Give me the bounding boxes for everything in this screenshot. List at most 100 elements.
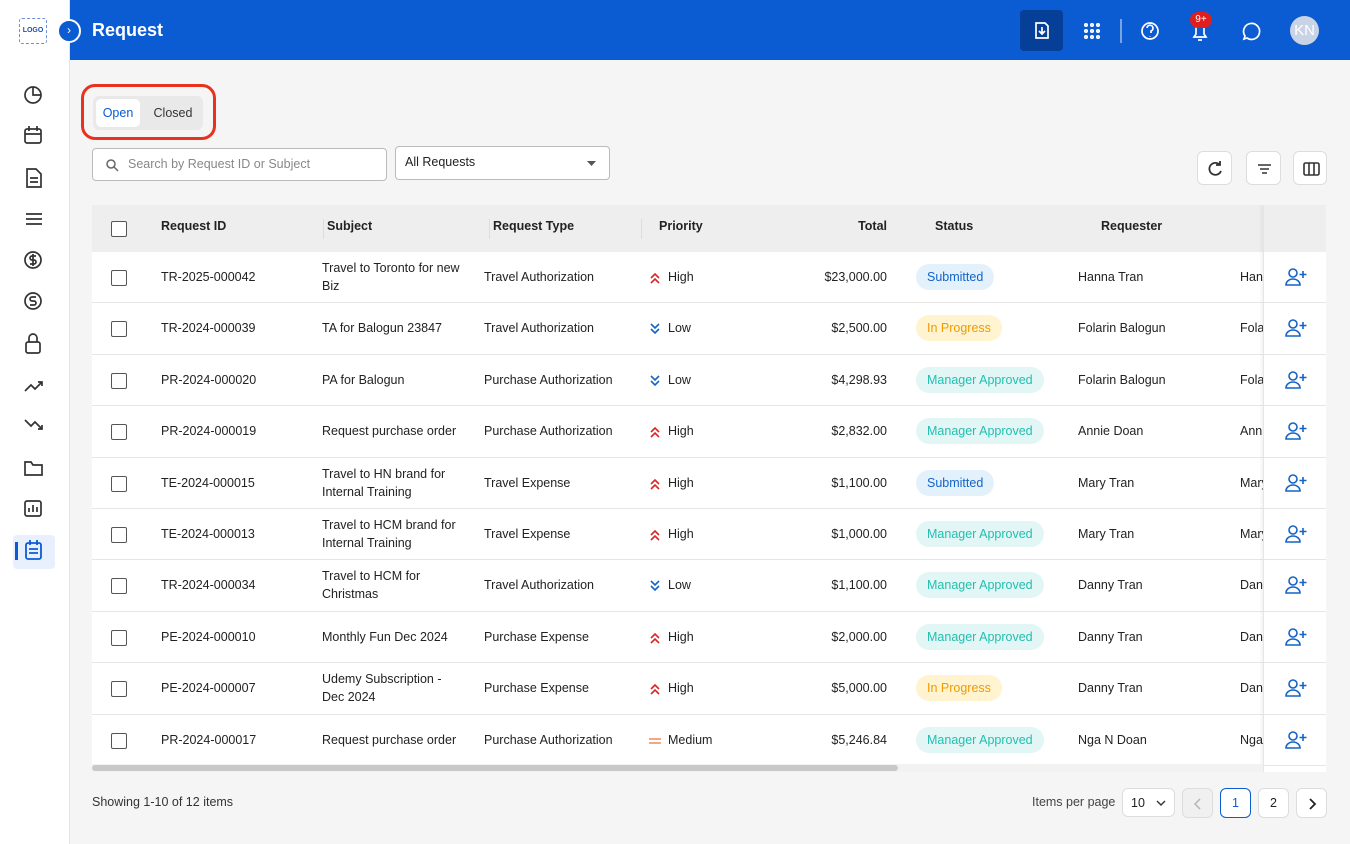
expand-button[interactable]: ›: [57, 19, 81, 43]
priority-icon: [648, 425, 662, 439]
table-cell: Travel Authorization: [484, 578, 595, 593]
table-cell: TE-2024-000015: [161, 475, 255, 490]
table-cell: Low: [668, 578, 691, 593]
checkbox[interactable]: [111, 221, 127, 237]
table-cell: $5,000.00: [831, 681, 887, 696]
table-cell: High: [668, 681, 694, 696]
submitter-cell: Fola: [1240, 372, 1265, 387]
table-cell: Purchase Authorization: [484, 732, 613, 747]
submitter-cell: Anni: [1240, 424, 1266, 439]
per-page-label: Items per page: [1032, 795, 1116, 809]
priority-icon: [648, 528, 662, 542]
table-cell: $5,246.84: [831, 732, 887, 747]
scrollbar-thumb[interactable]: [92, 765, 898, 771]
table-cell: Danny Tran: [1078, 629, 1143, 644]
tab-group: Open Closed: [93, 96, 203, 130]
action-header: [1264, 205, 1326, 252]
checkbox[interactable]: [111, 270, 127, 286]
dropdown-arrow: [587, 161, 596, 166]
assign-button[interactable]: [1284, 730, 1308, 750]
prev-page[interactable]: [1182, 788, 1213, 818]
tab[interactable]: Closed: [153, 106, 193, 120]
filter-value: All Requests: [405, 155, 476, 169]
per-page-select[interactable]: 10: [1122, 788, 1175, 817]
column-header: Request Type: [493, 219, 575, 233]
column-header: Status: [935, 219, 974, 233]
priority-icon: [648, 322, 662, 336]
table-cell: Medium: [668, 732, 713, 747]
filter-button[interactable]: [1246, 151, 1281, 185]
row-divider: [92, 302, 1326, 304]
assign-button[interactable]: [1284, 678, 1308, 698]
page-button[interactable]: 1: [1220, 788, 1251, 818]
checkbox[interactable]: [111, 629, 127, 646]
row-divider: [92, 713, 1326, 715]
checkbox[interactable]: [111, 475, 127, 492]
table-cell: PR-2024-000020: [161, 372, 257, 387]
table-cell: Request purchase order: [322, 424, 457, 439]
assign-button[interactable]: [1284, 318, 1308, 338]
assign-button[interactable]: [1284, 575, 1308, 595]
action-divider: [1264, 713, 1326, 715]
table-cell: Travel to HN brand for Internal Training: [322, 466, 446, 499]
submitter-cell: Mary: [1240, 475, 1268, 490]
checkbox[interactable]: [111, 527, 127, 543]
next-page[interactable]: [1296, 788, 1327, 818]
checkbox[interactable]: [111, 424, 127, 441]
assign-button[interactable]: [1284, 370, 1308, 390]
table-header: [92, 205, 1326, 252]
table-cell: Purchase Authorization: [484, 372, 613, 387]
action-divider: [1264, 662, 1326, 664]
checkbox[interactable]: [111, 372, 127, 389]
table-cell: Travel Authorization: [484, 270, 595, 284]
page-button[interactable]: 2: [1258, 788, 1289, 818]
assign-button[interactable]: [1284, 524, 1308, 544]
table-cell: Folarin Balogun: [1078, 321, 1166, 336]
page-title: Request: [92, 20, 164, 40]
action-divider: [1264, 302, 1326, 304]
refresh-button[interactable]: [1197, 151, 1232, 185]
table-cell: TR-2024-000034: [161, 578, 256, 593]
status-pill: Manager Approved: [916, 418, 1044, 445]
checkbox[interactable]: [111, 732, 127, 749]
table-cell: Nga N Doan: [1078, 732, 1147, 747]
row-divider: [92, 456, 1326, 458]
table-cell: $2,000.00: [831, 629, 887, 644]
action-divider: [1264, 765, 1326, 766]
submitter-cell: Nga: [1240, 732, 1263, 747]
assign-button[interactable]: [1284, 421, 1308, 441]
request-filter[interactable]: All Requests: [395, 146, 610, 180]
columns-button[interactable]: [1293, 151, 1327, 185]
avatar[interactable]: KN: [1290, 16, 1319, 45]
assign-button[interactable]: [1284, 627, 1308, 647]
table-cell: TE-2024-000013: [161, 527, 255, 541]
search-box[interactable]: Search by Request ID or Subject: [92, 148, 387, 181]
checkbox[interactable]: [111, 578, 127, 595]
logo: LOGO: [19, 18, 47, 44]
checkbox[interactable]: [111, 681, 127, 698]
row-divider: [92, 405, 1326, 407]
priority-icon: [648, 734, 662, 748]
table-cell: $2,832.00: [831, 424, 887, 439]
table-cell: PA for Balogun: [322, 372, 405, 387]
table-cell: Hanna Tran: [1078, 270, 1144, 284]
checkbox[interactable]: [111, 321, 127, 338]
table-cell: Travel to Toronto for new Biz: [322, 261, 460, 293]
tab[interactable]: Open: [96, 99, 140, 127]
assign-button[interactable]: [1284, 473, 1308, 493]
table-cell: High: [668, 629, 694, 644]
table-cell: Udemy Subscription - Dec 2024: [322, 672, 442, 705]
column-divider: [323, 219, 324, 239]
priority-icon: [648, 579, 662, 593]
table-cell: $2,500.00: [831, 321, 887, 336]
status-pill: In Progress: [916, 315, 1002, 342]
table-cell: High: [668, 424, 694, 439]
table-cell: $4,298.93: [831, 372, 887, 387]
table-cell: Travel Expense: [484, 527, 571, 541]
assign-button[interactable]: [1284, 267, 1308, 287]
table-cell: Low: [668, 372, 691, 387]
table-cell: High: [668, 270, 694, 284]
priority-icon: [648, 477, 662, 491]
table-cell: PR-2024-000017: [161, 732, 257, 747]
status-pill: Manager Approved: [916, 623, 1044, 650]
